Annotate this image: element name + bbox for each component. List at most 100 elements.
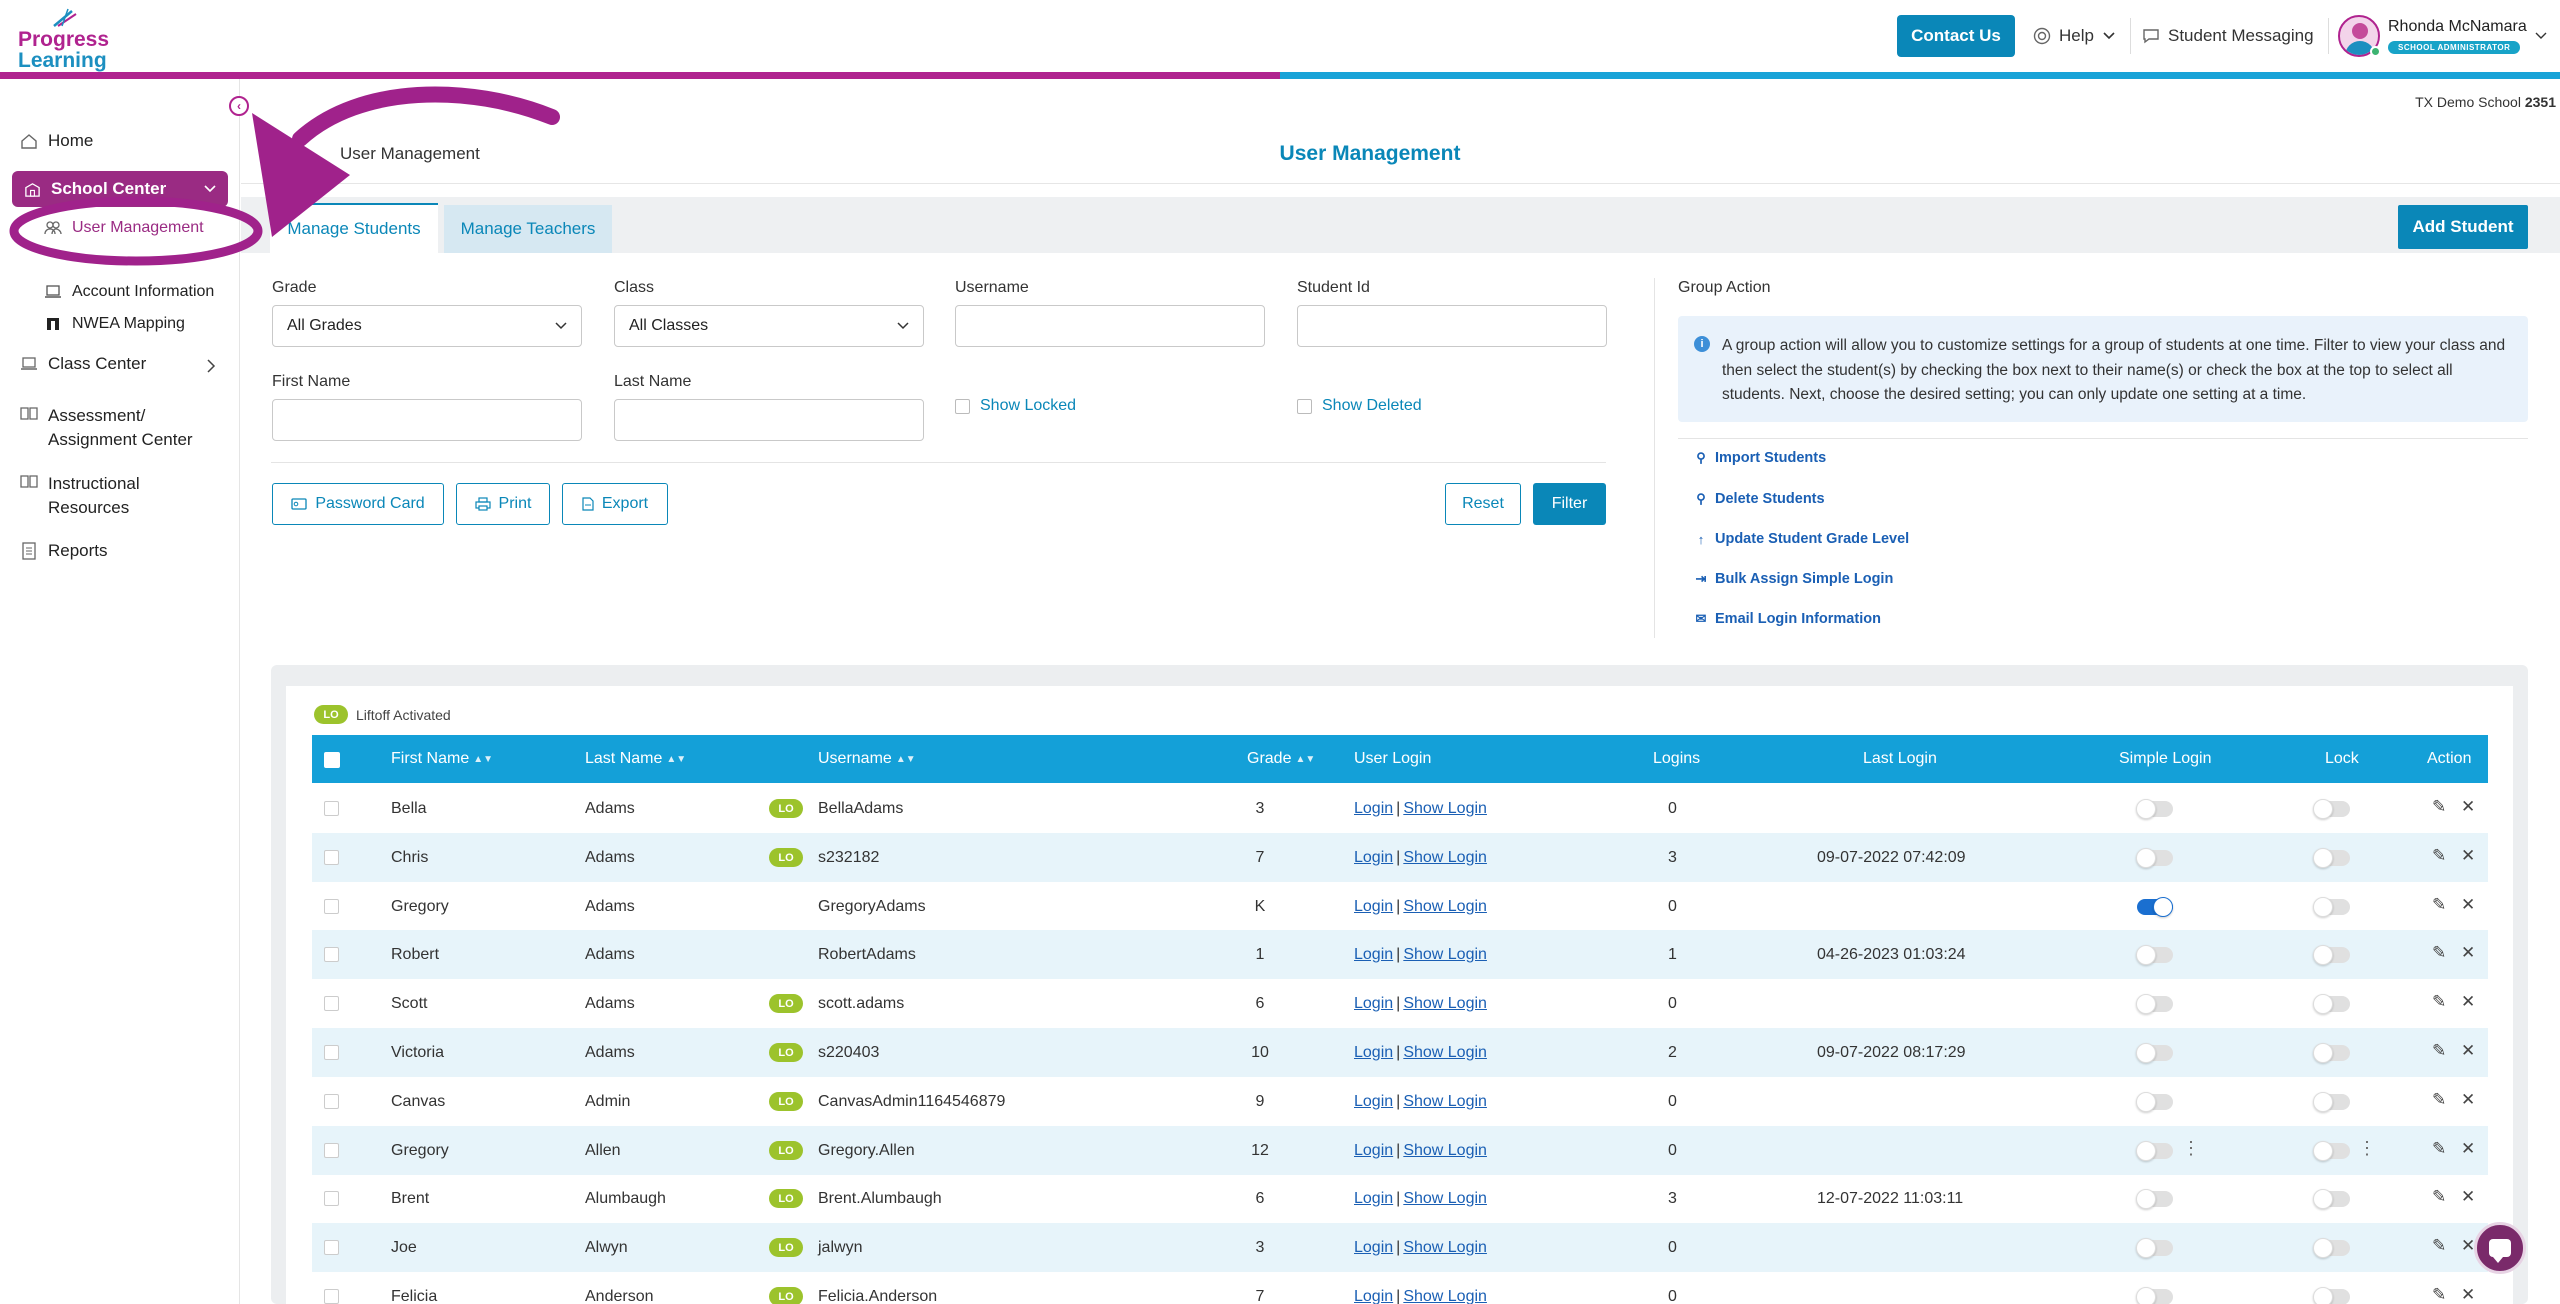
last-name-input[interactable] xyxy=(614,399,924,441)
lock-toggle[interactable] xyxy=(2313,1043,2350,1063)
close-icon[interactable]: ✕ xyxy=(2461,1139,2476,1158)
close-icon[interactable]: ✕ xyxy=(2461,1041,2476,1060)
row-checkbox[interactable] xyxy=(324,1094,339,1109)
sidebar-item-class-center[interactable]: Class Center xyxy=(20,354,146,374)
sidebar-item-user-management[interactable]: User Management xyxy=(44,219,204,237)
lock-toggle[interactable] xyxy=(2313,1092,2350,1112)
login-link[interactable]: Login xyxy=(1354,897,1394,915)
student-messaging-link[interactable]: Student Messaging xyxy=(2142,20,2314,52)
sidebar-item-assessment-center[interactable]: Assessment/ Assignment Center xyxy=(20,404,193,452)
more-options-icon[interactable]: ⋮ xyxy=(2182,1138,2200,1158)
reset-button[interactable]: Reset xyxy=(1445,483,1521,525)
close-icon[interactable]: ✕ xyxy=(2461,943,2476,962)
close-icon[interactable]: ✕ xyxy=(2461,1285,2476,1304)
select-all-checkbox[interactable] xyxy=(324,752,340,768)
lock-toggle[interactable] xyxy=(2313,1141,2350,1161)
lock-toggle[interactable] xyxy=(2313,897,2350,917)
login-link[interactable]: Login xyxy=(1354,848,1394,866)
grade-select[interactable]: All Grades xyxy=(272,305,582,347)
row-checkbox[interactable] xyxy=(324,899,339,914)
login-link[interactable]: Login xyxy=(1354,799,1394,817)
show-login-link[interactable]: Show Login xyxy=(1403,994,1487,1012)
export-button[interactable]: Export xyxy=(562,483,668,525)
show-login-link[interactable]: Show Login xyxy=(1403,848,1487,866)
show-login-link[interactable]: Show Login xyxy=(1403,1043,1487,1061)
close-icon[interactable]: ✕ xyxy=(2461,797,2476,816)
email-login-information-link[interactable]: ✉ Email Login Information xyxy=(1695,611,1881,627)
pencil-icon[interactable]: ✎ xyxy=(2432,1090,2447,1109)
simple-login-toggle[interactable] xyxy=(2136,1141,2173,1161)
pencil-icon[interactable]: ✎ xyxy=(2432,1236,2447,1255)
show-login-link[interactable]: Show Login xyxy=(1403,799,1487,817)
simple-login-toggle[interactable] xyxy=(2137,897,2173,917)
username-input[interactable] xyxy=(955,305,1265,347)
import-students-link[interactable]: ⚲ Import Students xyxy=(1694,450,1826,466)
row-checkbox[interactable] xyxy=(324,1045,339,1060)
pencil-icon[interactable]: ✎ xyxy=(2432,1139,2447,1158)
lock-toggle[interactable] xyxy=(2313,848,2350,868)
close-icon[interactable]: ✕ xyxy=(2461,895,2476,914)
show-login-link[interactable]: Show Login xyxy=(1403,1092,1487,1110)
show-login-link[interactable]: Show Login xyxy=(1403,1189,1487,1207)
pencil-icon[interactable]: ✎ xyxy=(2432,992,2447,1011)
lock-toggle[interactable] xyxy=(2313,945,2350,965)
row-checkbox[interactable] xyxy=(324,1289,339,1304)
login-link[interactable]: Login xyxy=(1354,1092,1394,1110)
pencil-icon[interactable]: ✎ xyxy=(2432,846,2447,865)
contact-us-button[interactable]: Contact Us xyxy=(1897,15,2015,57)
show-login-link[interactable]: Show Login xyxy=(1403,897,1487,915)
sidebar-item-account-information[interactable]: Account Information xyxy=(44,283,214,301)
lock-toggle[interactable] xyxy=(2313,994,2350,1014)
simple-login-toggle[interactable] xyxy=(2136,945,2173,965)
first-name-input[interactable] xyxy=(272,399,582,441)
row-checkbox[interactable] xyxy=(324,801,339,816)
column-grade[interactable]: Grade ▲▼ xyxy=(1247,750,1316,767)
filter-button[interactable]: Filter xyxy=(1533,483,1606,525)
close-icon[interactable]: ✕ xyxy=(2461,1236,2476,1255)
password-card-button[interactable]: Password Card xyxy=(272,483,444,525)
class-select[interactable]: All Classes xyxy=(614,305,924,347)
row-checkbox[interactable] xyxy=(324,1143,339,1158)
show-login-link[interactable]: Show Login xyxy=(1403,945,1487,963)
row-checkbox[interactable] xyxy=(324,1191,339,1206)
simple-login-toggle[interactable] xyxy=(2136,848,2173,868)
pencil-icon[interactable]: ✎ xyxy=(2432,1187,2447,1206)
login-link[interactable]: Login xyxy=(1354,945,1394,963)
pencil-icon[interactable]: ✎ xyxy=(2432,1041,2447,1060)
print-button[interactable]: Print xyxy=(456,483,550,525)
simple-login-toggle[interactable] xyxy=(2136,1287,2173,1304)
delete-students-link[interactable]: ⚲ Delete Students xyxy=(1694,491,1824,507)
login-link[interactable]: Login xyxy=(1354,1287,1394,1304)
row-checkbox[interactable] xyxy=(324,947,339,962)
lock-toggle[interactable] xyxy=(2313,1189,2350,1209)
login-link[interactable]: Login xyxy=(1354,994,1394,1012)
show-deleted-checkbox[interactable]: Show Deleted xyxy=(1297,397,1422,415)
progress-learning-logo[interactable]: Progress Learning xyxy=(18,8,109,72)
sidebar-item-reports[interactable]: Reports xyxy=(20,541,108,561)
login-link[interactable]: Login xyxy=(1354,1141,1394,1159)
breadcrumb[interactable]: User Management xyxy=(340,144,480,163)
chat-button[interactable] xyxy=(2474,1222,2526,1274)
close-icon[interactable]: ✕ xyxy=(2461,1187,2476,1206)
simple-login-toggle[interactable] xyxy=(2136,994,2173,1014)
sidebar-item-school-center[interactable]: School Center xyxy=(12,171,228,207)
pencil-icon[interactable]: ✎ xyxy=(2432,1285,2447,1304)
chevron-right-icon[interactable] xyxy=(206,359,216,373)
sidebar-item-instructional-resources[interactable]: Instructional Resources xyxy=(20,472,140,520)
pencil-icon[interactable]: ✎ xyxy=(2432,895,2447,914)
user-menu[interactable]: Rhonda McNamara SCHOOL ADMINISTRATOR xyxy=(2338,12,2547,60)
login-link[interactable]: Login xyxy=(1354,1189,1394,1207)
update-grade-level-link[interactable]: ↑ Update Student Grade Level xyxy=(1694,531,1909,547)
login-link[interactable]: Login xyxy=(1354,1238,1394,1256)
add-student-button[interactable]: Add Student xyxy=(2398,205,2528,249)
sidebar-item-nwea-mapping[interactable]: NWEA Mapping xyxy=(44,315,185,333)
tab-manage-teachers[interactable]: Manage Teachers xyxy=(444,205,612,253)
sidebar-item-home[interactable]: Home xyxy=(20,131,93,151)
simple-login-toggle[interactable] xyxy=(2136,1092,2173,1112)
show-login-link[interactable]: Show Login xyxy=(1403,1238,1487,1256)
simple-login-toggle[interactable] xyxy=(2136,799,2173,819)
close-icon[interactable]: ✕ xyxy=(2461,992,2476,1011)
close-icon[interactable]: ✕ xyxy=(2461,846,2476,865)
show-login-link[interactable]: Show Login xyxy=(1403,1141,1487,1159)
row-checkbox[interactable] xyxy=(324,996,339,1011)
